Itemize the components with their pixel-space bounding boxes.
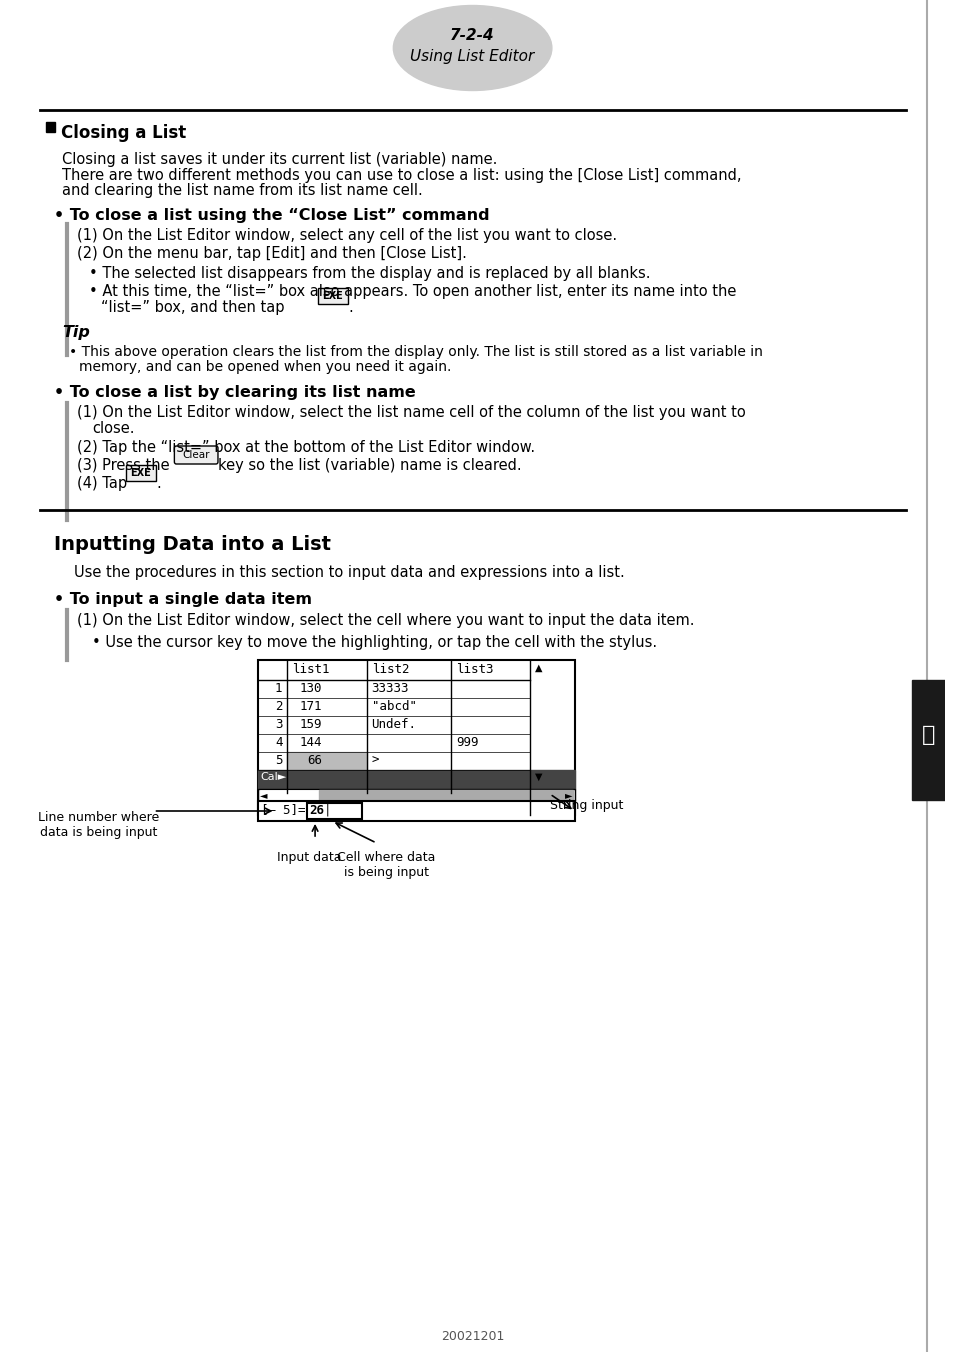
Bar <box>46 122 55 132</box>
Text: (1) On the List Editor window, select any cell of the list you want to close.: (1) On the List Editor window, select an… <box>77 228 617 243</box>
Text: • To close a list by clearing its list name: • To close a list by clearing its list n… <box>53 385 415 400</box>
Text: • To close a list using the “Close List” command: • To close a list using the “Close List”… <box>53 208 489 223</box>
Text: ►: ► <box>564 790 572 800</box>
Text: list1: list1 <box>292 662 330 676</box>
Text: “list=” box, and then tap: “list=” box, and then tap <box>101 300 284 315</box>
Text: |: | <box>324 804 331 817</box>
Text: [: [ <box>260 803 268 817</box>
Text: • At this time, the “list=” box also appears. To open another list, enter its na: • At this time, the “list=” box also app… <box>89 284 736 299</box>
Text: 3: 3 <box>274 718 282 731</box>
Text: ▲: ▲ <box>535 662 542 673</box>
Text: EXE: EXE <box>131 468 151 479</box>
Text: 999: 999 <box>456 735 477 749</box>
Text: list2: list2 <box>371 662 409 676</box>
Text: and clearing the list name from its list name cell.: and clearing the list name from its list… <box>62 183 423 197</box>
Text: • This above operation clears the list from the display only. The list is still : • This above operation clears the list f… <box>70 345 762 360</box>
Text: .: . <box>156 476 161 491</box>
Text: memory, and can be opened when you need it again.: memory, and can be opened when you need … <box>79 360 451 375</box>
Text: ⎈: ⎈ <box>921 725 934 745</box>
Bar <box>910 680 944 800</box>
Text: 159: 159 <box>299 718 322 731</box>
FancyBboxPatch shape <box>126 465 155 481</box>
Bar <box>307 803 361 819</box>
FancyBboxPatch shape <box>174 446 217 464</box>
Text: (1) On the List Editor window, select the list name cell of the column of the li: (1) On the List Editor window, select th… <box>77 406 745 420</box>
Text: String input: String input <box>549 799 622 813</box>
Text: Tip: Tip <box>62 324 91 339</box>
Text: • The selected list disappears from the display and is replaced by all blanks.: • The selected list disappears from the … <box>89 266 650 281</box>
Text: 33333: 33333 <box>371 681 409 695</box>
Text: ▼: ▼ <box>535 772 542 781</box>
Text: (2) Tap the “list=” box at the bottom of the List Editor window.: (2) Tap the “list=” box at the bottom of… <box>77 439 535 456</box>
Text: • To input a single data item: • To input a single data item <box>53 592 312 607</box>
Text: 5: 5 <box>274 754 282 767</box>
Text: 66: 66 <box>307 754 322 767</box>
Text: key so the list (variable) name is cleared.: key so the list (variable) name is clear… <box>217 458 521 473</box>
Text: >: > <box>371 754 378 767</box>
Text: 7-2-4: 7-2-4 <box>450 27 495 42</box>
Bar <box>257 800 574 821</box>
Text: Use the procedures in this section to input data and expressions into a list.: Use the procedures in this section to in… <box>74 565 624 580</box>
Text: 130: 130 <box>299 681 322 695</box>
Text: Line number where
data is being input: Line number where data is being input <box>38 811 159 840</box>
Bar <box>257 771 574 790</box>
Text: ― 5]=: ― 5]= <box>267 803 305 817</box>
Text: (3) Press the: (3) Press the <box>77 458 170 473</box>
Text: 2: 2 <box>274 700 282 713</box>
FancyBboxPatch shape <box>317 288 348 304</box>
Text: close.: close. <box>92 420 134 435</box>
Text: Closing a List: Closing a List <box>61 124 187 142</box>
Text: list3: list3 <box>456 662 493 676</box>
Bar <box>257 660 574 815</box>
Text: Cell where data
is being input: Cell where data is being input <box>336 850 436 879</box>
Text: Closing a list saves it under its current list (variable) name.: Closing a list saves it under its curren… <box>62 151 497 168</box>
Text: "abcd": "abcd" <box>371 700 416 713</box>
Text: Clear: Clear <box>182 450 210 460</box>
Text: Input data: Input data <box>276 850 341 864</box>
Bar <box>287 752 366 771</box>
Text: Undef.: Undef. <box>371 718 416 731</box>
Text: 144: 144 <box>299 735 322 749</box>
Text: 1: 1 <box>274 681 282 695</box>
Bar <box>259 790 318 800</box>
Text: 171: 171 <box>299 700 322 713</box>
Text: (2) On the menu bar, tap [Edit] and then [Close List].: (2) On the menu bar, tap [Edit] and then… <box>77 246 467 261</box>
Text: 4: 4 <box>274 735 282 749</box>
Text: 20021201: 20021201 <box>440 1330 504 1343</box>
Bar <box>318 790 572 800</box>
Text: (4) Tap: (4) Tap <box>77 476 128 491</box>
Text: ◄: ◄ <box>259 790 267 800</box>
Text: Using List Editor: Using List Editor <box>410 50 535 65</box>
Text: (1) On the List Editor window, select the cell where you want to input the data : (1) On the List Editor window, select th… <box>77 612 694 627</box>
Text: .: . <box>349 300 354 315</box>
Bar <box>257 790 574 800</box>
Text: Inputting Data into a List: Inputting Data into a List <box>54 535 331 554</box>
Text: There are two different methods you can use to close a list: using the [Close Li: There are two different methods you can … <box>62 168 741 183</box>
Text: • Use the cursor key to move the highlighting, or tap the cell with the stylus.: • Use the cursor key to move the highlig… <box>92 635 657 650</box>
Ellipse shape <box>393 5 551 91</box>
Text: 26: 26 <box>309 804 324 817</box>
Text: EXE: EXE <box>322 291 343 301</box>
Text: Cal►: Cal► <box>260 772 287 781</box>
